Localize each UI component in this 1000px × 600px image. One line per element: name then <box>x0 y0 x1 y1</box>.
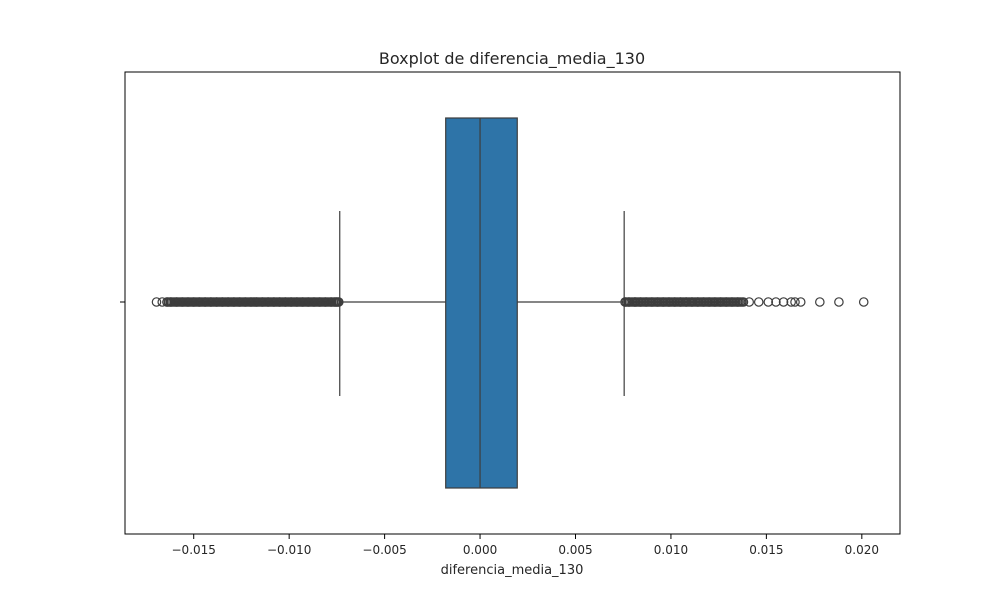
outlier-point-low <box>291 297 302 307</box>
outlier-point-low <box>246 297 256 307</box>
outlier-point-low <box>263 297 273 307</box>
outlier-point-high <box>652 297 663 307</box>
outlier-point-high <box>692 297 703 307</box>
outlier-point-high <box>698 297 709 307</box>
outlier-point-low <box>194 297 205 307</box>
outlier-point-low <box>183 297 193 307</box>
outlier-point-high <box>620 297 630 307</box>
outlier-point-high <box>681 297 692 307</box>
outlier-point-low <box>314 297 325 307</box>
outlier-point-low <box>177 297 188 307</box>
outlier-point-low <box>211 297 222 307</box>
x-tick-label: 0.020 <box>845 543 879 557</box>
outlier-point-high <box>763 297 774 307</box>
outlier-point-high <box>675 297 686 307</box>
outlier-point-high <box>786 297 796 307</box>
outlier-point-low <box>206 297 216 307</box>
outlier-point-low <box>269 297 279 307</box>
outlier-point-low <box>333 297 344 307</box>
x-tick-label: 0.015 <box>749 543 783 557</box>
outlier-point-high <box>738 297 749 307</box>
outlier-point-high <box>624 297 634 307</box>
x-tick-label: 0.000 <box>463 543 497 557</box>
outlier-point-low <box>326 297 336 307</box>
outlier-point-low <box>188 297 199 307</box>
outlier-point-high <box>834 297 844 307</box>
outlier-point-low <box>257 297 268 307</box>
outlier-point-high <box>778 297 789 307</box>
outlier-point-high <box>732 297 743 307</box>
outlier-point-high <box>727 297 737 307</box>
outlier-point-high <box>629 297 640 307</box>
outlier-point-low <box>217 297 228 307</box>
x-axis-ticks: −0.015 −0.010 −0.005 0.000 0.005 0.010 0.015 0.… <box>172 534 879 557</box>
x-tick-label: 0.005 <box>558 543 592 557</box>
outlier-point-low <box>234 297 245 307</box>
x-tick-label: −0.010 <box>267 543 311 557</box>
outlier-point-high <box>664 297 674 307</box>
outlier-point-low <box>171 297 182 307</box>
outlier-point-high <box>641 297 651 307</box>
outlier-point-low <box>229 297 239 307</box>
outlier-point-high <box>753 297 764 307</box>
x-tick-label: 0.010 <box>654 543 688 557</box>
outlier-point-low <box>240 297 251 307</box>
plot-frame <box>124 71 901 535</box>
outlier-point-low <box>303 297 314 307</box>
outlier-point-low <box>274 297 285 307</box>
outlier-point-low <box>162 297 172 307</box>
outlier-point-high <box>858 297 869 307</box>
outlier-point-high <box>790 297 800 307</box>
outlier-point-high <box>687 297 697 307</box>
x-tick-label: −0.005 <box>362 543 406 557</box>
outlier-point-high <box>771 297 781 307</box>
outlier-point-low <box>280 297 291 307</box>
outlier-point-low <box>223 297 233 307</box>
outlier-point-low <box>166 297 176 307</box>
outlier-point-low <box>200 297 210 307</box>
x-axis-label: diferencia_media_130 <box>441 563 584 578</box>
outlier-point-high <box>710 297 720 307</box>
marks-layer <box>151 117 869 489</box>
outlier-point-low <box>297 297 308 307</box>
outlier-point-high <box>669 297 680 307</box>
outlier-point-low <box>286 297 296 307</box>
outlier-point-low <box>320 297 331 307</box>
outlier-point-low <box>309 297 319 307</box>
outlier-point-high <box>647 297 657 307</box>
outlier-point-low <box>151 297 162 307</box>
outlier-point-high <box>715 297 726 307</box>
outlier-point-high <box>815 297 825 307</box>
outlier-point-high <box>704 297 714 307</box>
outlier-point-high <box>795 297 806 307</box>
chart-title: Boxplot de diferencia_media_130 <box>379 49 645 69</box>
outlier-point-low <box>251 297 262 307</box>
outlier-point-high <box>744 297 754 307</box>
box-iqr <box>445 117 518 489</box>
outlier-point-high <box>658 297 669 307</box>
x-tick-label: −0.015 <box>172 543 216 557</box>
outlier-point-high <box>635 297 646 307</box>
outlier-point-high <box>721 297 732 307</box>
